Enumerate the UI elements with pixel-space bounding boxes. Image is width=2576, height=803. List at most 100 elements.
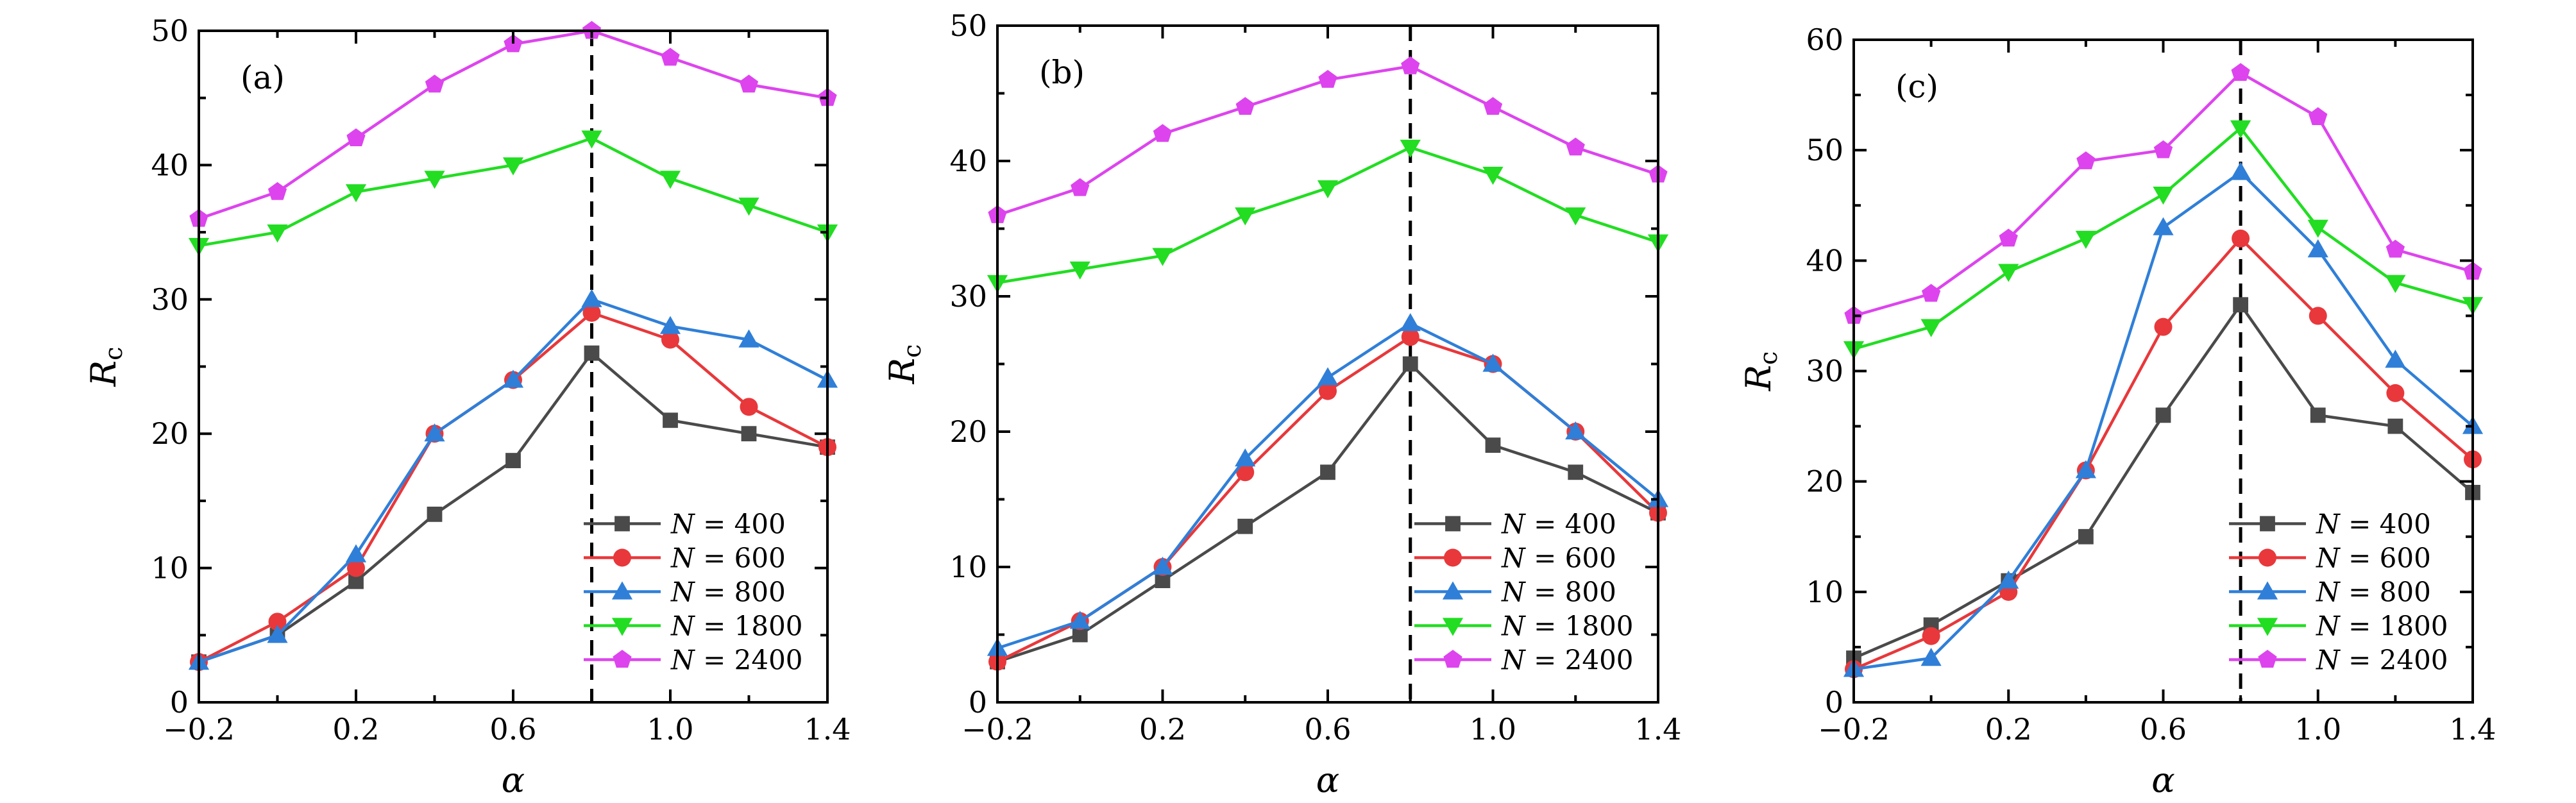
series-line <box>198 311 829 664</box>
data-point <box>346 128 366 146</box>
data-point <box>1235 97 1255 115</box>
y-tick-label: 0 <box>1825 685 1843 720</box>
data-point <box>1235 448 1256 467</box>
data-point <box>1998 570 2019 589</box>
data-point <box>268 613 287 631</box>
data-point <box>1236 463 1255 482</box>
x-tick-label: 1.0 <box>647 712 693 747</box>
data-point <box>1319 382 1337 400</box>
x-axis-label: α <box>1316 760 1339 800</box>
data-point <box>2307 219 2328 238</box>
data-point <box>1401 56 1420 74</box>
data-point <box>1482 353 1504 372</box>
data-point <box>2231 63 2250 81</box>
y-tick-label: 20 <box>151 416 189 451</box>
data-point <box>1153 124 1173 142</box>
chart-panel-3: −0.2 0.2 0.6 1.0 1.4 0 10 20 30 40 50 60 α Rc (c) N = 4… <box>1738 22 2496 800</box>
data-point <box>663 412 678 428</box>
legend-label: N = 800 <box>2316 577 2431 608</box>
data-point <box>2153 140 2173 158</box>
data-point <box>1998 264 2019 282</box>
chart-panel-2: −0.2 0.2 0.6 1.0 1.4 0 10 20 30 40 50 α Rc (b) N = 400… <box>882 8 1682 800</box>
data-point <box>2075 230 2096 249</box>
data-point <box>427 506 443 522</box>
data-point <box>1921 283 1941 302</box>
legend-marker <box>613 650 632 668</box>
legend-label: N = 800 <box>1501 577 1616 608</box>
data-point <box>505 453 521 468</box>
data-point <box>2232 229 2250 248</box>
y-tick-label: 10 <box>949 550 987 584</box>
series-line <box>997 146 1659 285</box>
series-5 <box>189 21 837 227</box>
data-point <box>2155 407 2171 423</box>
x-tick-label: 1.4 <box>1634 712 1681 747</box>
x-tick-label: 0.6 <box>2140 712 2187 747</box>
data-point <box>2078 528 2094 545</box>
data-point <box>581 130 602 149</box>
data-point <box>2307 239 2328 258</box>
data-point <box>740 398 758 416</box>
y-tick-label: 0 <box>170 685 189 720</box>
data-point <box>1320 464 1335 480</box>
series-1 <box>191 345 835 670</box>
series-5 <box>988 56 1668 223</box>
x-tick-label: 1.4 <box>804 712 851 747</box>
legend-label: N = 800 <box>670 577 786 608</box>
data-point <box>1072 627 1088 643</box>
data-point <box>1317 367 1339 385</box>
data-point <box>2310 407 2326 423</box>
data-point <box>738 198 759 216</box>
data-point <box>347 559 365 577</box>
data-point <box>1401 328 1419 346</box>
legend-label: N = 1800 <box>2316 611 2448 642</box>
data-point <box>2385 275 2406 293</box>
data-point <box>1152 556 1173 575</box>
y-tick-label: 50 <box>151 13 189 48</box>
x-tick-label: 1.0 <box>2294 712 2341 747</box>
data-point <box>1483 97 1503 115</box>
y-tick-label: 30 <box>1806 354 1843 389</box>
data-point <box>2076 151 2096 169</box>
legend-marker <box>614 516 630 532</box>
legend-marker <box>2257 618 2278 636</box>
data-point <box>345 544 367 562</box>
legend-marker <box>611 581 633 600</box>
y-tick-label: 30 <box>151 282 189 317</box>
y-tick-label: 10 <box>151 551 189 586</box>
data-point <box>581 289 602 307</box>
data-point <box>267 625 288 643</box>
legend-label: N = 400 <box>1501 509 1616 540</box>
chart-panel-1: −0.2 0.2 0.6 1.0 1.4 0 10 20 30 40 50 α Rc (a) N = 400… <box>83 13 851 800</box>
y-tick-label: 50 <box>949 8 987 43</box>
data-point <box>659 171 681 189</box>
data-point <box>1566 137 1585 156</box>
y-tick-label: 40 <box>1806 243 1843 278</box>
data-point <box>1922 627 1940 645</box>
data-point <box>2385 350 2406 368</box>
data-point <box>2154 317 2173 336</box>
y-axis-label: Rc <box>882 344 926 385</box>
data-point <box>1565 421 1586 440</box>
data-point <box>1920 319 1942 337</box>
legend-label: N = 600 <box>2316 543 2431 574</box>
panel-label: (c) <box>1895 68 1938 105</box>
legend-label: N = 600 <box>1501 543 1616 574</box>
data-point <box>425 74 445 93</box>
data-point <box>1485 437 1501 453</box>
x-tick-label: 1.0 <box>1470 712 1516 747</box>
legend-marker <box>2258 650 2277 668</box>
data-point <box>502 369 524 388</box>
y-axis-label: Rc <box>1738 351 1783 392</box>
y-tick-label: 30 <box>949 279 987 314</box>
series-line <box>198 29 828 221</box>
y-tick-label: 40 <box>151 148 189 182</box>
data-point <box>424 171 445 189</box>
legend-marker <box>613 548 631 567</box>
y-tick-label: 10 <box>1806 575 1843 609</box>
legend-label: N = 400 <box>670 509 786 540</box>
x-tick-label: 0.6 <box>489 712 536 747</box>
panel-label: (a) <box>241 59 285 96</box>
y-tick-label: 0 <box>969 685 987 720</box>
